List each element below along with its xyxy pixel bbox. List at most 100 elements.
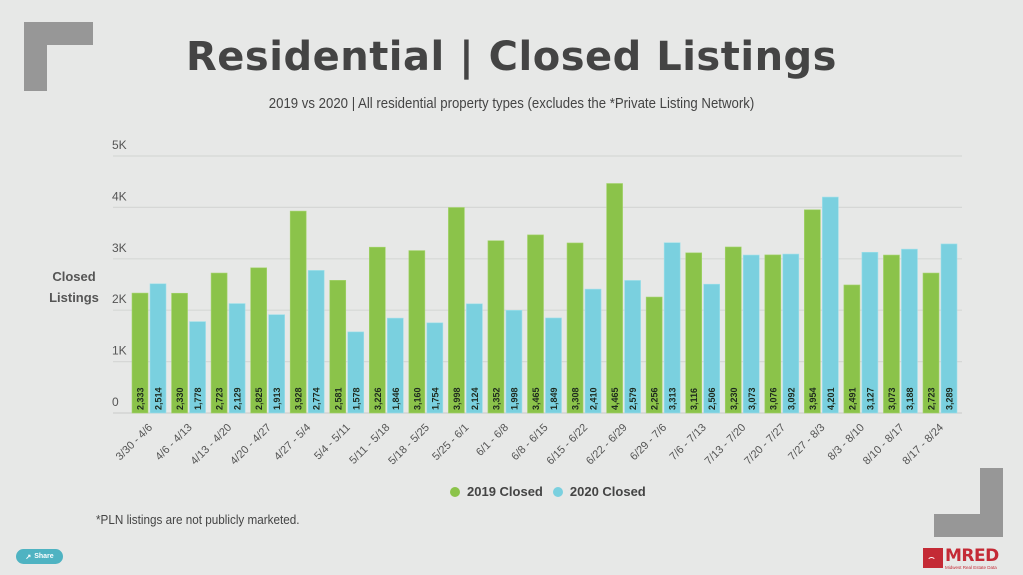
data-label: 2,330 [175, 387, 185, 410]
x-tick-label: 8/3 - 8/10 [826, 422, 867, 463]
data-label: 1,778 [193, 387, 203, 410]
data-label: 3,230 [729, 387, 739, 410]
x-tick-label: 8/17 - 8/24 [900, 422, 946, 468]
bar-2019 [685, 252, 703, 414]
bar-2020 [584, 288, 602, 414]
x-tick-label: 3/30 - 4/6 [114, 422, 155, 463]
bar-2020 [624, 280, 641, 414]
logo-tagline: Midwest Real Estate Data [945, 565, 997, 570]
bar-2020 [307, 270, 325, 414]
y-tick-label: 5K [112, 138, 127, 152]
x-tick-label: 6/8 - 6/15 [509, 422, 550, 463]
x-tick-label: 4/6 - 4/13 [153, 422, 194, 463]
data-label: 3,226 [373, 387, 383, 410]
bar-2019 [724, 246, 742, 414]
legend-label-2020: 2020 Closed [569, 484, 646, 499]
data-label: 3,352 [491, 387, 501, 410]
data-label: 3,313 [668, 387, 678, 410]
legend-label-2019: 2019 Closed [467, 484, 543, 499]
data-label: 2,723 [927, 387, 937, 410]
data-label: 2,723 [215, 387, 225, 410]
data-label: 2,124 [470, 387, 480, 410]
data-label: 1,578 [351, 387, 361, 410]
data-label: 3,116 [689, 388, 699, 410]
x-tick-label: 7/6 - 7/13 [667, 422, 708, 463]
bar-2020 [703, 283, 721, 414]
bar-2019 [408, 250, 426, 414]
data-label: 3,092 [786, 387, 796, 410]
bar-2020 [940, 243, 958, 414]
data-label: 2,579 [628, 387, 638, 410]
legend-item-2020[interactable]: 2020 Closed [552, 484, 646, 499]
x-tick-label: 4/20 - 4/27 [228, 422, 274, 468]
legend-swatch-2019 [450, 486, 460, 497]
data-label: 2,514 [154, 387, 164, 410]
x-tick-label: 4/27 - 5/4 [272, 422, 313, 463]
bar-2020 [782, 253, 800, 414]
data-label: 2,774 [312, 387, 322, 410]
legend-item-2019[interactable]: 2019 Closed [450, 484, 543, 499]
bar-2020 [663, 242, 681, 414]
logo-name: MRED [945, 546, 999, 566]
data-label: 2,491 [847, 387, 857, 410]
bar-2020 [426, 322, 444, 414]
y-axis-label: Closed Listings [49, 269, 99, 305]
data-label: 1,913 [272, 387, 282, 410]
data-label: 3,073 [887, 387, 897, 410]
bar-2019 [329, 280, 347, 414]
x-tick-label: 4/13 - 4/20 [189, 422, 235, 468]
x-tick-label: 6/22 - 6/29 [584, 422, 630, 468]
bar-2019 [645, 296, 663, 414]
page-subtitle: 2019 vs 2020 | All residential property … [268, 95, 755, 112]
data-label: 3,289 [945, 387, 955, 410]
data-label: 3,465 [531, 387, 541, 410]
data-label: 2,410 [589, 387, 599, 410]
data-label: 3,954 [808, 387, 818, 410]
bar-2020 [901, 248, 918, 414]
data-label: 3,076 [768, 387, 778, 410]
bar-2019 [804, 209, 821, 414]
data-label: 3,928 [294, 387, 304, 410]
x-tick-label: 5/11 - 5/18 [347, 422, 392, 467]
y-tick-label: 0 [112, 395, 119, 409]
bar-2019 [883, 254, 900, 414]
legend: 2019 Closed 2020 Closed [450, 484, 656, 499]
legend-swatch-2020 [552, 486, 563, 497]
bar-2019 [250, 267, 267, 414]
y-tick-label: 1K [112, 344, 127, 358]
footnote: *PLN listings are not publicly marketed. [96, 512, 300, 527]
corner-decoration-top-left [24, 22, 93, 91]
mred-logo-mark-icon [923, 548, 943, 568]
data-label: 1,846 [391, 387, 401, 410]
x-tick-label: 7/13 - 7/20 [703, 422, 749, 468]
data-label: 3,127 [865, 387, 875, 410]
share-button[interactable]: ↗ Share [16, 549, 63, 564]
bar-2020 [149, 283, 167, 414]
data-label: 3,188 [905, 387, 915, 410]
data-label: 3,308 [571, 387, 581, 410]
x-tick-label: 5/4 - 5/11 [312, 422, 353, 463]
data-label: 4,201 [826, 387, 836, 410]
corner-decoration-bottom-right [934, 468, 1003, 537]
data-label: 2,256 [650, 387, 660, 410]
bar-2020 [505, 310, 523, 414]
data-label: 1,998 [509, 387, 519, 410]
bar-2019 [843, 284, 861, 414]
data-label: 2,581 [333, 387, 343, 410]
x-tick-label: 6/29 - 7/6 [628, 422, 669, 463]
data-label: 3,998 [452, 387, 462, 410]
page-title: Residential | Closed Listings [186, 34, 837, 80]
bar-2019 [764, 254, 782, 414]
bar-2019 [131, 292, 149, 414]
data-label: 2,506 [707, 387, 717, 410]
bar-2019 [922, 272, 940, 414]
x-tick-label: 7/27 - 8/3 [786, 422, 827, 463]
bar-2020 [189, 321, 206, 414]
share-icon: ↗ [25, 553, 32, 561]
x-tick-label: 5/18 - 5/25 [386, 422, 432, 468]
bar-2020 [861, 251, 879, 414]
bar-2020 [228, 303, 246, 414]
data-label: 2,825 [254, 387, 264, 410]
bar-2019 [527, 234, 544, 414]
data-label: 4,465 [610, 387, 620, 410]
